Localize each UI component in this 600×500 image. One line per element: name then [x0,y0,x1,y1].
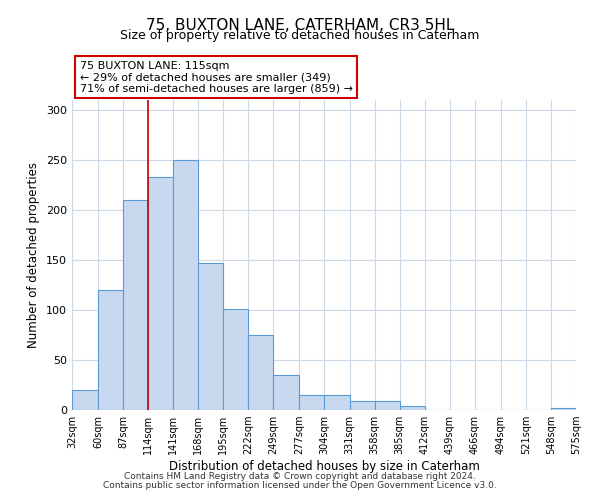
Text: Contains HM Land Registry data © Crown copyright and database right 2024.: Contains HM Land Registry data © Crown c… [124,472,476,481]
Text: Contains public sector information licensed under the Open Government Licence v3: Contains public sector information licen… [103,481,497,490]
Bar [248,335,274,410]
Y-axis label: Number of detached properties: Number of detached properties [28,162,40,348]
Text: 75 BUXTON LANE: 115sqm
← 29% of detached houses are smaller (349)
71% of semi-de: 75 BUXTON LANE: 115sqm ← 29% of detached… [80,60,353,94]
Bar [299,395,325,410]
Bar [148,177,173,410]
Bar [400,406,425,410]
Bar [72,390,98,410]
Bar [223,309,248,410]
X-axis label: Distribution of detached houses by size in Caterham: Distribution of detached houses by size … [169,460,479,473]
Bar [274,375,299,410]
Bar [350,401,374,410]
Bar [374,401,400,410]
Text: Size of property relative to detached houses in Caterham: Size of property relative to detached ho… [121,29,479,42]
Bar [123,200,148,410]
Bar [198,263,223,410]
Text: 75, BUXTON LANE, CATERHAM, CR3 5HL: 75, BUXTON LANE, CATERHAM, CR3 5HL [146,18,454,32]
Bar [173,160,198,410]
Bar [325,395,350,410]
Bar [98,290,123,410]
Bar [551,408,576,410]
